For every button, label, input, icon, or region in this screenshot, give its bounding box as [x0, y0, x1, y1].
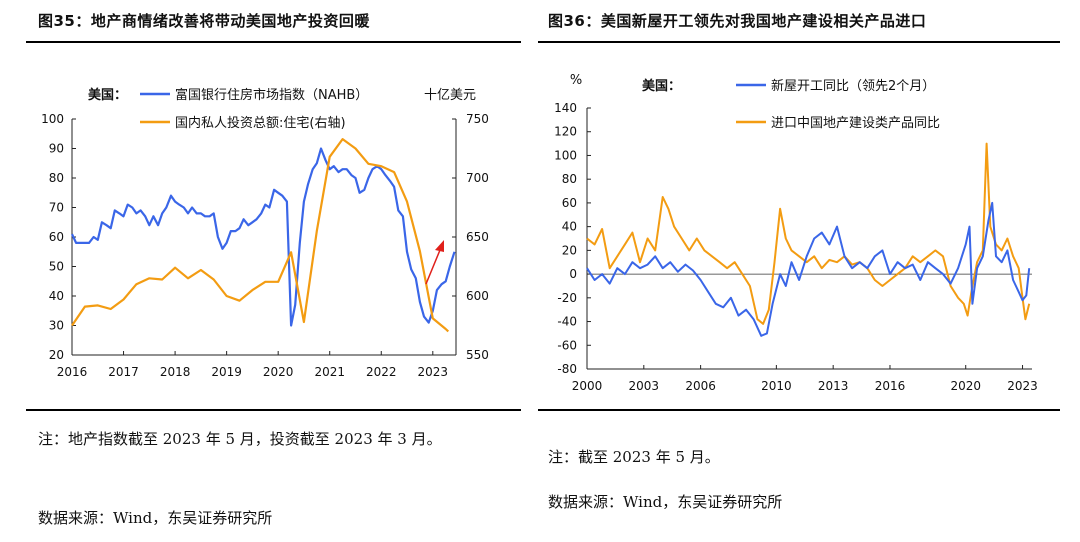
- y-tick-label: 100: [554, 148, 577, 162]
- legend-label-housing-starts: 新屋开工同比（领先2个月）: [771, 78, 935, 94]
- x-tick-label: 2023: [418, 365, 449, 379]
- y-tick-label: 20: [562, 243, 577, 257]
- x-tick-label: 2016: [875, 379, 906, 393]
- y-tick-label-right: 600: [466, 289, 489, 303]
- x-tick-label: 2006: [685, 379, 716, 393]
- right-figure-title: 图36：美国新屋开工领先对我国地产建设相关产品进口: [548, 12, 927, 30]
- x-tick-label: 2019: [211, 365, 242, 379]
- x-tick-label: 2020: [950, 379, 981, 393]
- y-tick-label: 60: [562, 196, 577, 210]
- y-tick-label: -20: [557, 291, 577, 305]
- y-tick-label-left: 70: [49, 201, 64, 215]
- y-tick-label: -40: [557, 315, 577, 329]
- y-tick-label-left: 50: [49, 260, 64, 274]
- y-tick-label: 40: [562, 220, 577, 234]
- right-bottom-rule: [538, 409, 1060, 411]
- left-figure-title: 图35：地产商情绪改善将带动美国地产投资回暖: [38, 12, 370, 30]
- y-tick-label: -60: [557, 338, 577, 352]
- x-tick-label: 2010: [761, 379, 792, 393]
- y-tick-label: 80: [562, 172, 577, 186]
- right-note: 注：截至 2023 年 5 月。: [548, 448, 720, 466]
- red-upward-arrow-shaft: [425, 249, 441, 285]
- right-axis-unit-label: 十亿美元: [424, 88, 476, 103]
- legend-label-china-imports: 进口中国地产建设类产品同比: [771, 116, 940, 131]
- x-tick-label: 2020: [263, 365, 294, 379]
- x-tick-label: 2023: [1007, 379, 1038, 393]
- right-figure-panel: 图36：美国新屋开工领先对我国地产建设相关产品进口 -80 -60 -40 -20 0 2…: [538, 0, 1080, 542]
- y-tick-label-left: 30: [49, 319, 64, 333]
- right-chart: -80 -60 -40 -20 0 20 40 60 80 100 120 140 2000 2003 20…: [554, 73, 1038, 393]
- y-tick-label-left: 80: [49, 171, 64, 185]
- y-tick-label-left: 60: [49, 230, 64, 244]
- y-tick-label-left: 40: [49, 289, 64, 303]
- x-tick-label: 2017: [108, 365, 139, 379]
- x-tick-label: 2018: [160, 365, 191, 379]
- left-top-rule: [26, 41, 521, 43]
- y-tick-label: 140: [554, 101, 577, 115]
- y-tick-label: 120: [554, 125, 577, 139]
- y-tick-label-right: 700: [466, 171, 489, 185]
- right-source: 数据来源：Wind，东吴证券研究所: [548, 493, 783, 511]
- legend-label-investment: 国内私人投资总额:住宅(右轴): [175, 115, 346, 131]
- y-tick-label-right: 550: [466, 348, 489, 362]
- left-note: 注：地产指数截至 2023 年 5 月，投资截至 2023 年 3 月。: [38, 430, 442, 448]
- y-tick-label-left: 100: [41, 112, 64, 126]
- left-source: 数据来源：Wind，东吴证券研究所: [38, 509, 273, 527]
- x-tick-label: 2003: [629, 379, 660, 393]
- y-tick-label-right: 750: [466, 112, 489, 126]
- housing-starts-series-line: [586, 201, 1031, 337]
- y-tick-label-left: 20: [49, 348, 64, 362]
- x-tick-label: 2021: [314, 365, 345, 379]
- left-figure-panel: 图35：地产商情绪改善将带动美国地产投资回暖 20 30 40 50 60 70 80 90 1…: [0, 0, 532, 542]
- y-tick-label: -80: [557, 362, 577, 376]
- right-top-rule: [538, 41, 1060, 43]
- nahb-index-series-line: [71, 147, 456, 327]
- residential-investment-series-line: [71, 137, 450, 333]
- x-tick-label: 2000: [572, 379, 603, 393]
- legend-label-nahb: 富国银行住房市场指数（NAHB）: [175, 87, 368, 103]
- left-chart: 20 30 40 50 60 70 80 90 100 550 600 650 700 750 2016 20…: [41, 87, 489, 379]
- red-upward-arrow-head: [435, 240, 444, 252]
- legend-country-label: 美国：: [88, 87, 127, 103]
- left-bottom-rule: [26, 409, 521, 411]
- y-tick-label-right: 650: [466, 230, 489, 244]
- y-tick-label-left: 90: [49, 142, 64, 156]
- x-tick-label: 2013: [818, 379, 849, 393]
- x-tick-label: 2016: [57, 365, 88, 379]
- y-axis-unit-label: %: [570, 73, 582, 88]
- x-tick-label: 2022: [366, 365, 397, 379]
- y-tick-label: 0: [569, 267, 577, 281]
- china-imports-series-line: [586, 142, 1031, 325]
- legend-country-label: 美国：: [642, 78, 681, 94]
